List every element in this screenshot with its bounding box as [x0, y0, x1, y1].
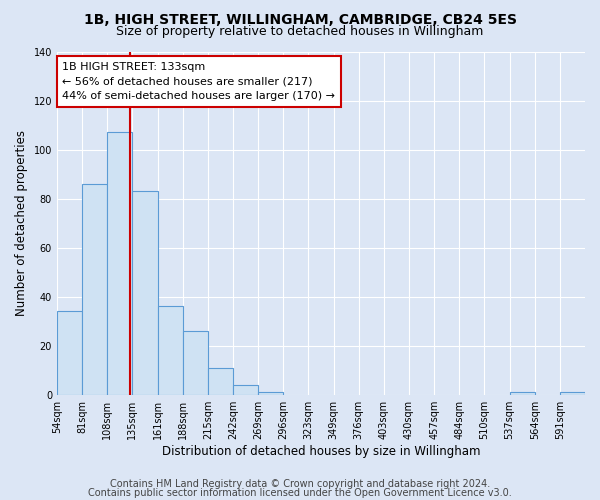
Bar: [133, 191, 158, 394]
Bar: [233, 385, 258, 394]
Text: Contains HM Land Registry data © Crown copyright and database right 2024.: Contains HM Land Registry data © Crown c…: [110, 479, 490, 489]
Text: Size of property relative to detached houses in Willingham: Size of property relative to detached ho…: [116, 25, 484, 38]
Bar: [560, 392, 585, 394]
Bar: [182, 331, 208, 394]
Text: 1B, HIGH STREET, WILLINGHAM, CAMBRIDGE, CB24 5ES: 1B, HIGH STREET, WILLINGHAM, CAMBRIDGE, …: [83, 12, 517, 26]
Y-axis label: Number of detached properties: Number of detached properties: [15, 130, 28, 316]
Bar: [509, 392, 535, 394]
Bar: [57, 312, 82, 394]
Bar: [258, 392, 283, 394]
Bar: [208, 368, 233, 394]
Bar: [82, 184, 107, 394]
Bar: [107, 132, 133, 394]
X-axis label: Distribution of detached houses by size in Willingham: Distribution of detached houses by size …: [162, 444, 480, 458]
Text: Contains public sector information licensed under the Open Government Licence v3: Contains public sector information licen…: [88, 488, 512, 498]
Bar: [158, 306, 182, 394]
Text: 1B HIGH STREET: 133sqm
← 56% of detached houses are smaller (217)
44% of semi-de: 1B HIGH STREET: 133sqm ← 56% of detached…: [62, 62, 335, 102]
